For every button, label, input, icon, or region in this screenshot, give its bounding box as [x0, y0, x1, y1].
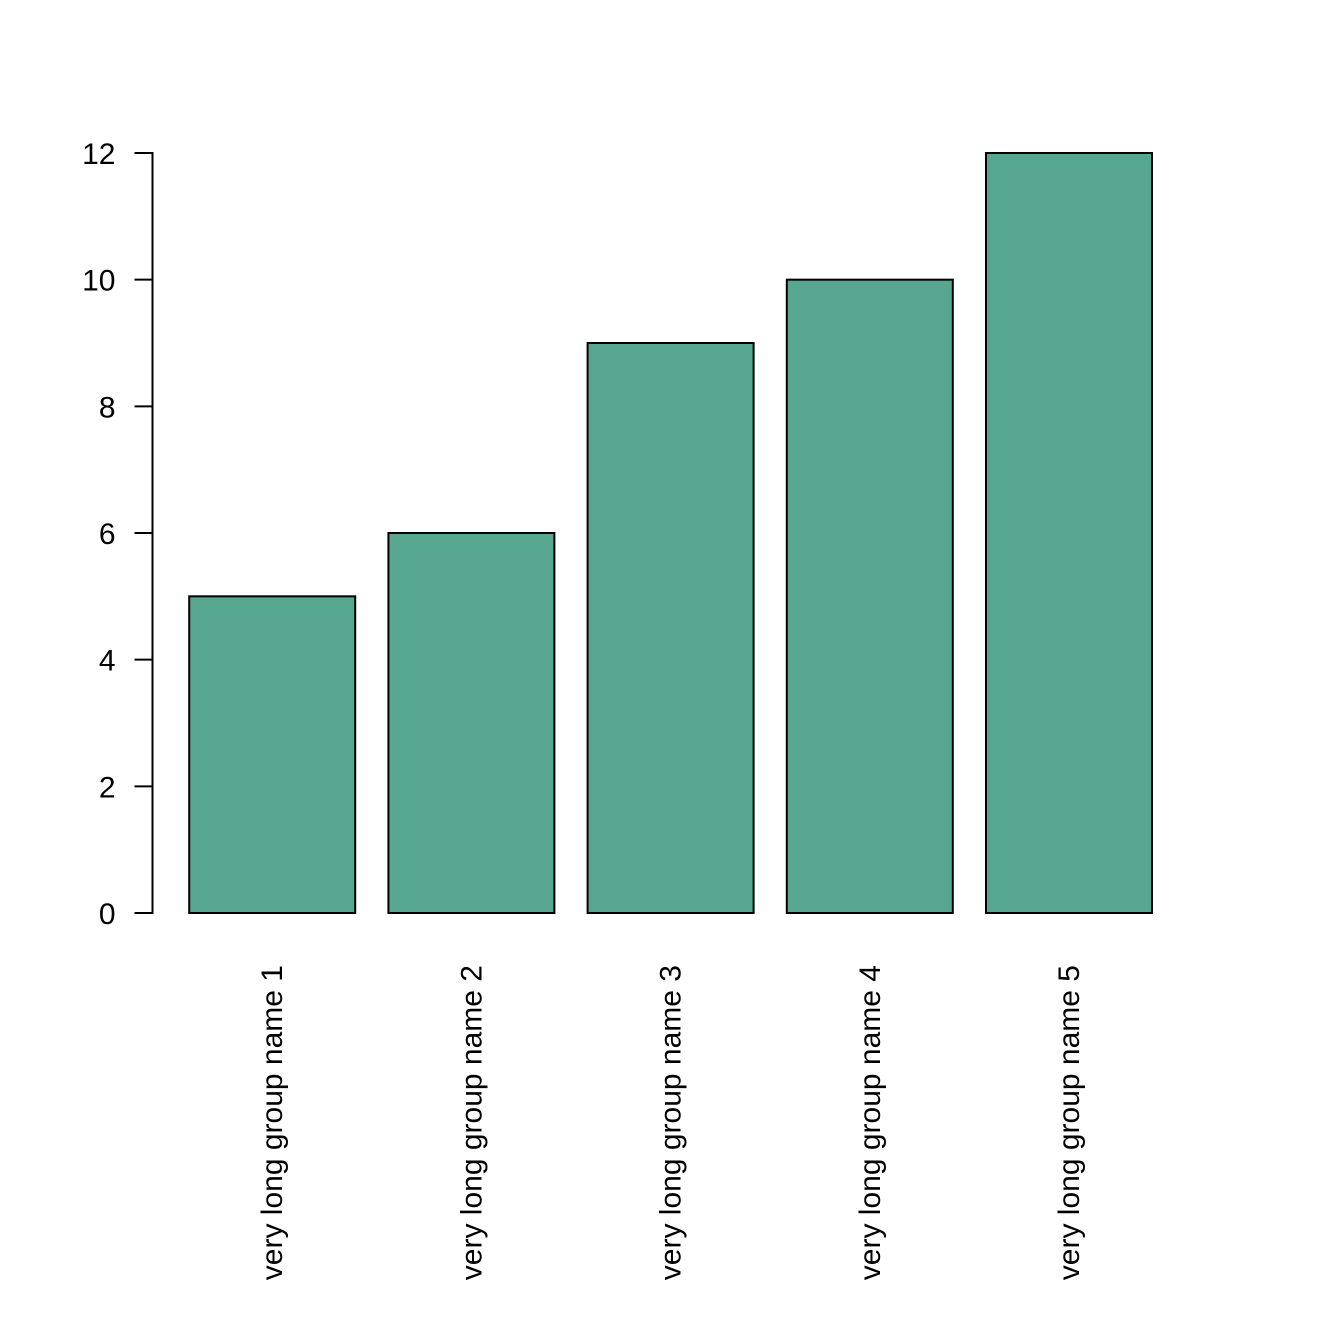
y-tick-label-0: 0 — [99, 898, 116, 931]
y-tick-label-10: 10 — [82, 265, 115, 298]
bar-2 — [387, 532, 556, 914]
y-tick-label-2: 2 — [99, 771, 116, 804]
x-category-label-5: very long group name 5 — [1053, 965, 1086, 1280]
bar-3 — [586, 342, 755, 914]
y-tick-label-6: 6 — [99, 518, 116, 551]
y-tick-label-4: 4 — [99, 645, 116, 678]
y-tick-label-8: 8 — [99, 391, 116, 424]
x-category-label-1: very long group name 1 — [256, 965, 289, 1280]
y-tick-label-12: 12 — [82, 138, 115, 171]
x-category-label-2: very long group name 2 — [455, 965, 488, 1280]
x-category-label-4: very long group name 4 — [854, 965, 887, 1280]
bar-1 — [188, 595, 357, 914]
x-category-label-3: very long group name 3 — [655, 965, 688, 1280]
bar-4 — [785, 278, 954, 914]
bar-5 — [985, 152, 1153, 914]
